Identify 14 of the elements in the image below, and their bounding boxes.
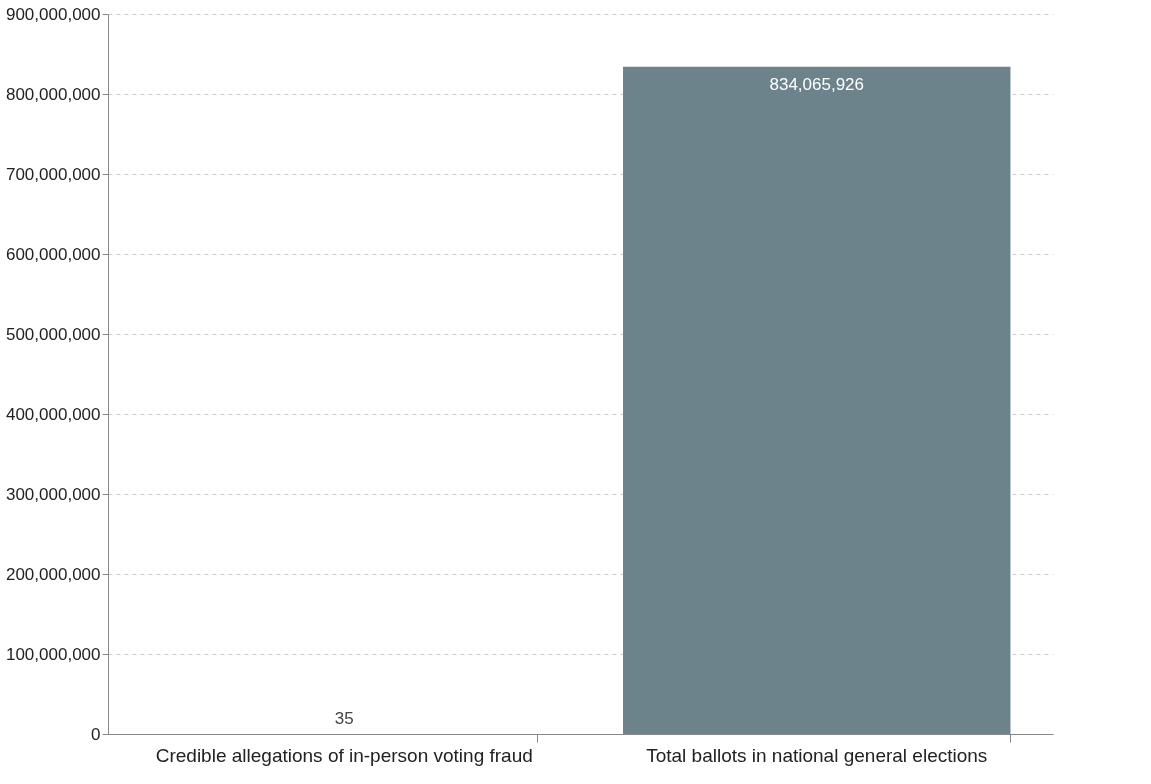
y-tick-label: 100,000,000 — [5, 644, 101, 664]
y-tick-label: 400,000,000 — [5, 404, 101, 424]
y-tick-label: 0 — [91, 724, 101, 744]
x-tick-label: Total ballots in national general elections — [646, 744, 988, 766]
x-tick-label: Credible allegations of in-person voting fraud — [155, 744, 533, 766]
y-tick-label: 700,000,000 — [5, 164, 101, 184]
y-tick-label: 900,000,000 — [5, 4, 101, 24]
y-tick-label: 500,000,000 — [5, 324, 101, 344]
y-tick-label: 200,000,000 — [5, 564, 101, 584]
y-tick-label: 300,000,000 — [5, 484, 101, 504]
y-tick-label: 800,000,000 — [5, 84, 101, 104]
data-label: 35 — [334, 709, 354, 728]
data-label: 834,065,926 — [769, 74, 865, 94]
y-tick-label: 600,000,000 — [5, 244, 101, 264]
